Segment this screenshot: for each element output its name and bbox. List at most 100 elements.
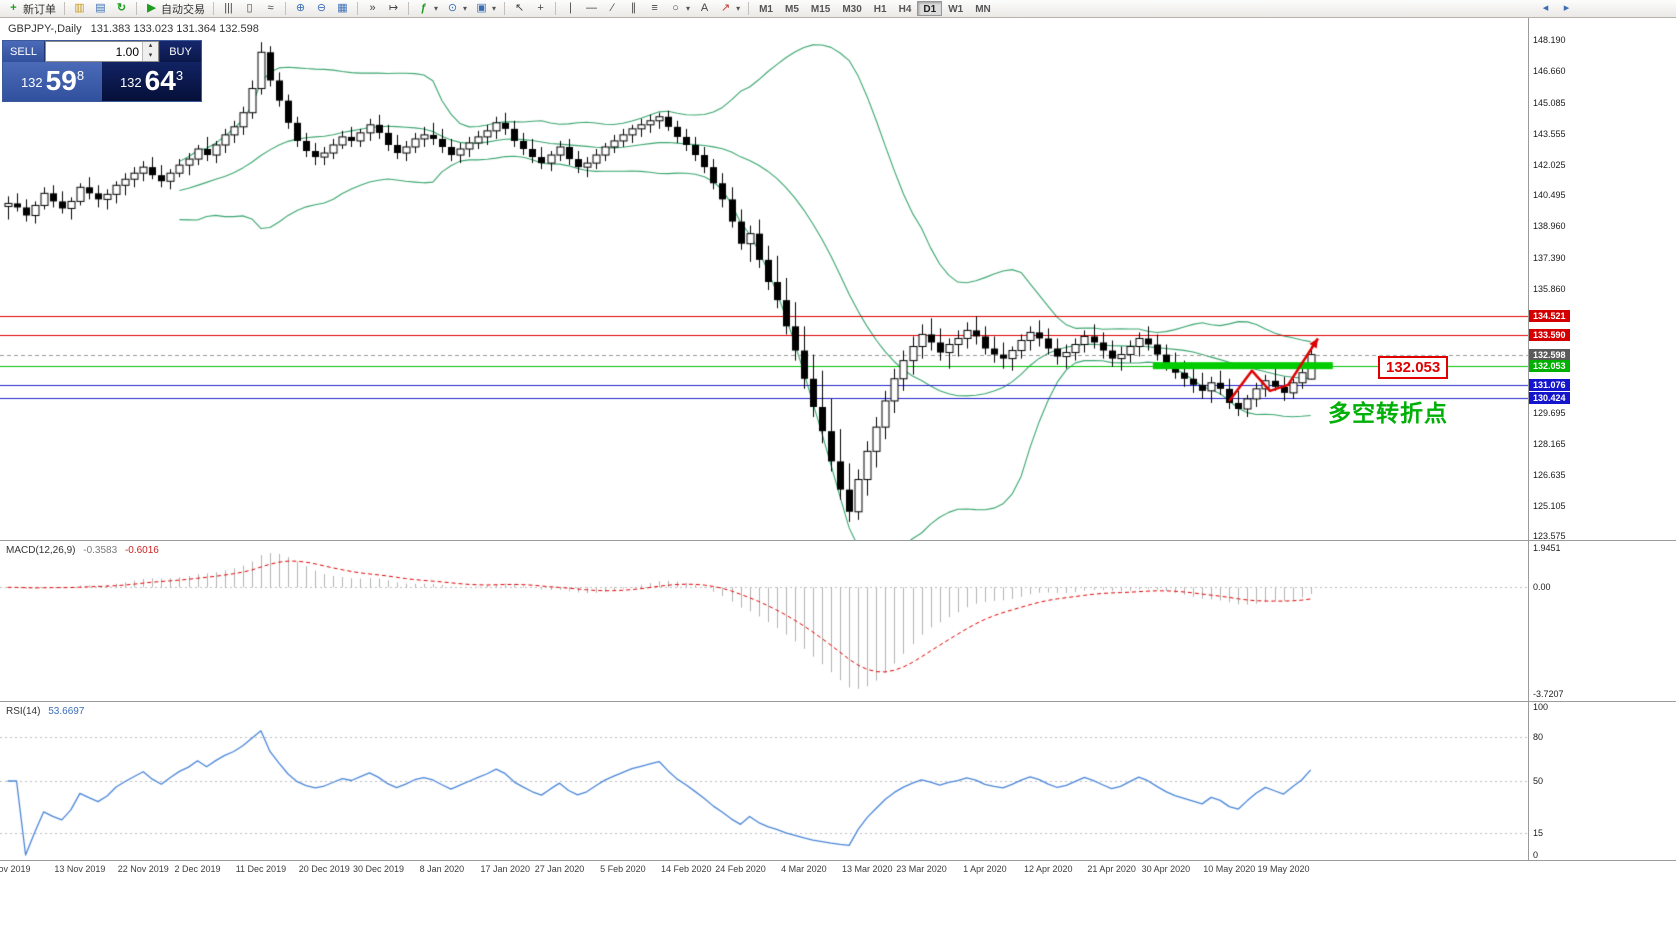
arrows-tool-button[interactable]: ↗ ▾ [715, 1, 744, 17]
panel-separator[interactable] [0, 701, 1676, 702]
line-chart-button[interactable]: ≈ [260, 1, 281, 17]
sell-price-main: 59 [45, 65, 77, 96]
channel-tool-button[interactable]: ∥ [623, 1, 644, 17]
date-label: 2 Dec 2019 [174, 864, 221, 874]
timeframe-m5-button[interactable]: M5 [779, 1, 805, 16]
timeframe-m15-button[interactable]: M15 [805, 1, 836, 16]
refresh-button[interactable]: ↻ [111, 1, 132, 17]
price-tag: 134.521 [1529, 309, 1570, 322]
timeframe-w1-button[interactable]: W1 [942, 1, 969, 16]
shapes-tool-button[interactable]: ○ ▾ [665, 1, 694, 17]
buy-button[interactable]: BUY [159, 41, 201, 62]
date-label: 21 Apr 2020 [1087, 864, 1136, 874]
macd-name: MACD(12,26,9) [6, 545, 76, 556]
rsi-panel-canvas[interactable] [0, 702, 1528, 860]
timeframe-d1-button[interactable]: D1 [917, 1, 943, 16]
new-order-button[interactable]: + 新订单 [3, 1, 60, 17]
tile-windows-button[interactable]: ▦ [332, 1, 353, 17]
volume-input[interactable] [46, 42, 142, 61]
tile-windows-icon: ▦ [337, 2, 348, 14]
trendline-tool-button[interactable]: ∕ [602, 1, 623, 17]
autotrading-button[interactable]: ▶ 自动交易 [141, 1, 209, 17]
toolbar-divider [504, 2, 506, 15]
arrows-tool-icon: ↗ [720, 2, 731, 14]
timeframe-m1-button[interactable]: M1 [753, 1, 779, 16]
price-axis-label: 126.635 [1533, 469, 1566, 480]
vertical-line-tool-button[interactable]: ∣ [560, 1, 581, 17]
sell-button[interactable]: SELL [3, 41, 45, 62]
date-label: 1 Apr 2020 [963, 864, 1007, 874]
chevron-down-icon: ▾ [463, 4, 468, 13]
zoom-in-icon: ⊕ [295, 2, 306, 14]
price-axis-label: 145.085 [1533, 97, 1566, 108]
sell-price-display[interactable]: 132 59 8 [3, 62, 102, 101]
horizontal-line-tool-button[interactable]: — [581, 1, 602, 17]
sell-price-prefix: 132 [20, 75, 43, 90]
text-tool-icon: A [700, 2, 709, 14]
new-order-icon: + [10, 2, 17, 14]
shapes-icon: ○ [672, 2, 679, 14]
nav-back-icon: ◂ [1542, 2, 1549, 14]
fibonacci-tool-button[interactable]: ≡ [644, 1, 665, 17]
indicators-button[interactable]: ƒ ▾ [413, 1, 442, 17]
timeframe-mn-button[interactable]: MN [969, 1, 997, 16]
timeframe-h4-button[interactable]: H4 [893, 1, 918, 16]
nav-back-button[interactable]: ◂ [1535, 1, 1556, 17]
vertical-line-icon: ∣ [567, 2, 574, 14]
date-label: 5 Feb 2020 [600, 864, 646, 874]
price-callout-label: 132.053 [1378, 356, 1449, 379]
volume-up-icon[interactable]: ▴ [143, 42, 158, 52]
price-tag: 133.590 [1529, 328, 1570, 341]
turning-point-label: 多空转折点 [1328, 400, 1448, 426]
date-label: 22 Nov 2019 [117, 864, 169, 874]
zoom-out-button[interactable]: ⊖ [311, 1, 332, 17]
price-axis-label: 137.390 [1533, 253, 1566, 264]
new-order-label: 新订单 [23, 3, 56, 16]
timeframe-m30-button[interactable]: M30 [836, 1, 867, 16]
templates-icon: ▣ [476, 2, 487, 14]
date-label: 23 Mar 2020 [896, 864, 947, 874]
templates-button[interactable]: ▣ ▾ [471, 1, 500, 17]
rsi-scale-label: 50 [1533, 776, 1544, 786]
macd-signal-value: -0.6016 [124, 545, 159, 556]
timeframe-group: M1 M5 M15 M30 H1 H4 D1 W1 MN [753, 0, 997, 17]
cursor-icon: ↖ [514, 2, 525, 14]
price-axis-label: 128.165 [1533, 438, 1566, 449]
nav-forward-button[interactable]: ▸ [1556, 1, 1577, 17]
text-tool-button[interactable]: A [694, 1, 715, 17]
timeframe-h1-button[interactable]: H1 [868, 1, 893, 16]
autotrading-play-icon: ▶ [147, 2, 156, 14]
buy-price-pip: 3 [175, 68, 184, 83]
channel-icon: ∥ [630, 2, 637, 14]
buy-price-display[interactable]: 132 64 3 [102, 62, 201, 101]
price-tag: 130.424 [1529, 392, 1570, 405]
price-axis-label: 135.860 [1533, 283, 1566, 294]
date-label: 24 Feb 2020 [715, 864, 766, 874]
chart-shift-button[interactable]: ↦ [383, 1, 404, 17]
horizontal-line-icon: — [586, 2, 598, 14]
macd-indicator-label: MACD(12,26,9) -0.3583 -0.6016 [6, 545, 159, 556]
date-label: 19 May 2020 [1257, 864, 1310, 874]
toolbar-divider [408, 2, 409, 15]
macd-panel-canvas[interactable] [0, 541, 1528, 701]
crosshair-button[interactable]: + [530, 1, 551, 17]
candlestick-button[interactable]: ▯ [239, 1, 260, 17]
volume-down-icon[interactable]: ▾ [143, 51, 158, 61]
profiles-button[interactable]: ▤ [90, 1, 111, 17]
bar-chart-button[interactable]: ||| [218, 1, 239, 17]
chart-window-button[interactable]: ▥ [69, 1, 90, 17]
zoom-in-button[interactable]: ⊕ [290, 1, 311, 17]
panel-separator[interactable] [0, 540, 1676, 541]
rsi-scale-label: 80 [1533, 731, 1544, 742]
cursor-button[interactable]: ↖ [509, 1, 530, 17]
date-label: 12 Apr 2020 [1023, 864, 1073, 874]
panel-separator[interactable] [0, 860, 1676, 861]
price-chart-canvas[interactable] [0, 18, 1528, 540]
profiles-icon: ▤ [95, 2, 106, 14]
chevron-down-icon: ▾ [686, 4, 691, 13]
auto-scroll-button[interactable]: » [362, 1, 383, 17]
periods-button[interactable]: ⊙ ▾ [442, 1, 471, 17]
periods-icon: ⊙ [447, 2, 458, 14]
chevron-down-icon: ▾ [736, 4, 741, 13]
